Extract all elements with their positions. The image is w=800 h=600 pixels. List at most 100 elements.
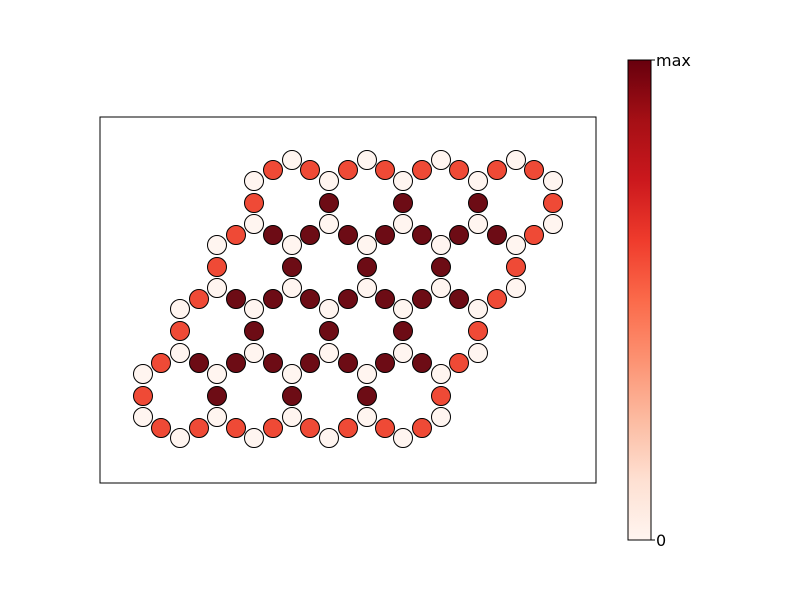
node-mid-17 xyxy=(468,321,488,341)
node-zero-22 xyxy=(431,278,451,298)
node-high-13 xyxy=(226,289,246,309)
node-high-8 xyxy=(449,225,469,245)
node-high-14 xyxy=(263,289,283,309)
node-zero-39 xyxy=(133,407,153,427)
node-high-29 xyxy=(412,353,432,373)
node-high-6 xyxy=(375,225,395,245)
node-mid-7 xyxy=(524,160,544,180)
node-zero-8 xyxy=(543,171,563,191)
node-zero-32 xyxy=(393,343,413,363)
node-zero-18 xyxy=(506,235,526,255)
node-zero-4 xyxy=(244,171,264,191)
node-zero-11 xyxy=(393,214,413,234)
node-mid-28 xyxy=(375,418,395,438)
node-mid-15 xyxy=(487,289,507,309)
node-high-23 xyxy=(189,353,209,373)
node-mid-1 xyxy=(300,160,320,180)
node-zero-30 xyxy=(244,343,264,363)
node-high-27 xyxy=(338,353,358,373)
colorbar-label-zero: 0 xyxy=(656,531,666,550)
node-mid-12 xyxy=(207,257,227,277)
node-zero-34 xyxy=(133,364,153,384)
node-mid-11 xyxy=(524,225,544,245)
node-high-24 xyxy=(226,353,246,373)
node-zero-45 xyxy=(244,428,264,448)
node-zero-47 xyxy=(393,428,413,448)
node-zero-24 xyxy=(170,299,190,319)
node-mid-19 xyxy=(449,353,469,373)
node-zero-26 xyxy=(319,299,339,319)
node-mid-18 xyxy=(151,353,171,373)
node-high-19 xyxy=(449,289,469,309)
node-high-15 xyxy=(300,289,320,309)
node-high-31 xyxy=(282,386,302,406)
node-mid-9 xyxy=(543,193,563,213)
node-zero-3 xyxy=(506,150,526,170)
node-mid-14 xyxy=(189,289,209,309)
node-high-9 xyxy=(487,225,507,245)
colorbar-label-max: max xyxy=(656,51,691,70)
node-zero-36 xyxy=(282,364,302,384)
node-zero-10 xyxy=(319,214,339,234)
node-mid-6 xyxy=(487,160,507,180)
node-zero-13 xyxy=(543,214,563,234)
node-high-12 xyxy=(431,257,451,277)
node-zero-2 xyxy=(431,150,451,170)
node-high-0 xyxy=(319,193,339,213)
node-high-21 xyxy=(319,321,339,341)
node-mid-25 xyxy=(263,418,283,438)
node-mid-27 xyxy=(338,418,358,438)
node-mid-23 xyxy=(189,418,209,438)
node-zero-1 xyxy=(357,150,377,170)
node-zero-21 xyxy=(357,278,377,298)
node-zero-44 xyxy=(170,428,190,448)
node-zero-28 xyxy=(468,299,488,319)
node-high-16 xyxy=(338,289,358,309)
node-high-28 xyxy=(375,353,395,373)
node-zero-15 xyxy=(282,235,302,255)
node-zero-27 xyxy=(393,299,413,319)
node-zero-9 xyxy=(244,214,264,234)
node-mid-13 xyxy=(506,257,526,277)
node-mid-2 xyxy=(338,160,358,180)
node-high-4 xyxy=(300,225,320,245)
node-mid-3 xyxy=(375,160,395,180)
node-high-10 xyxy=(282,257,302,277)
node-mid-10 xyxy=(226,225,246,245)
node-zero-29 xyxy=(170,343,190,363)
node-mid-16 xyxy=(170,321,190,341)
node-zero-6 xyxy=(393,171,413,191)
node-zero-42 xyxy=(357,407,377,427)
node-mid-0 xyxy=(263,160,283,180)
node-zero-19 xyxy=(207,278,227,298)
node-zero-12 xyxy=(468,214,488,234)
node-zero-23 xyxy=(506,278,526,298)
node-high-17 xyxy=(375,289,395,309)
node-high-20 xyxy=(244,321,264,341)
node-mid-24 xyxy=(226,418,246,438)
node-zero-43 xyxy=(431,407,451,427)
node-zero-17 xyxy=(431,235,451,255)
node-zero-40 xyxy=(207,407,227,427)
node-zero-41 xyxy=(282,407,302,427)
node-high-7 xyxy=(412,225,432,245)
node-zero-33 xyxy=(468,343,488,363)
node-zero-7 xyxy=(468,171,488,191)
node-zero-20 xyxy=(282,278,302,298)
node-high-32 xyxy=(357,386,377,406)
node-zero-25 xyxy=(244,299,264,319)
node-zero-38 xyxy=(431,364,451,384)
node-high-30 xyxy=(207,386,227,406)
node-zero-35 xyxy=(207,364,227,384)
node-mid-20 xyxy=(133,386,153,406)
node-zero-14 xyxy=(207,235,227,255)
node-zero-31 xyxy=(319,343,339,363)
node-mid-22 xyxy=(151,418,171,438)
node-high-18 xyxy=(412,289,432,309)
node-zero-0 xyxy=(282,150,302,170)
node-high-5 xyxy=(338,225,358,245)
node-high-22 xyxy=(393,321,413,341)
node-mid-5 xyxy=(449,160,469,180)
node-zero-5 xyxy=(319,171,339,191)
